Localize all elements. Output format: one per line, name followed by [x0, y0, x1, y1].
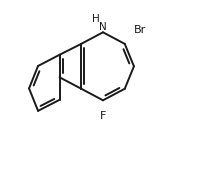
- Text: Br: Br: [134, 24, 146, 35]
- Text: N: N: [99, 22, 107, 32]
- Text: H: H: [92, 14, 100, 24]
- Text: F: F: [100, 111, 106, 121]
